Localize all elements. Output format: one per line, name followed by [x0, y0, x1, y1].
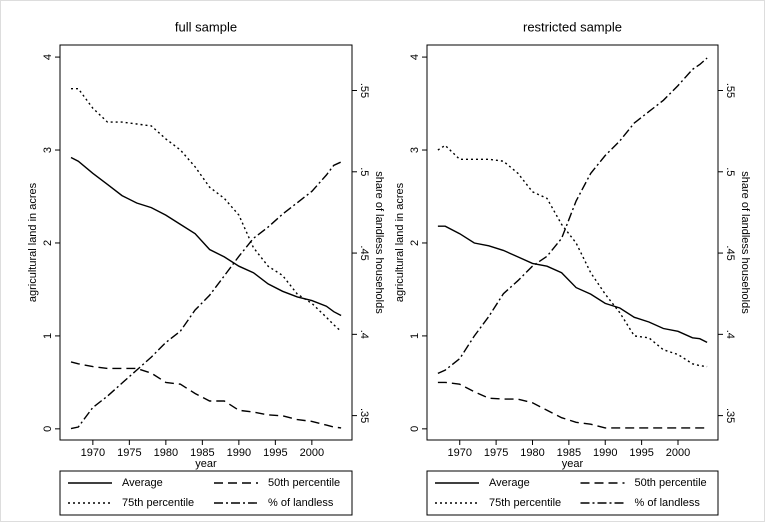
- x-axis-label: year: [195, 458, 217, 470]
- legend-label: 75th percentile: [489, 497, 561, 509]
- chart-title: full sample: [175, 19, 237, 34]
- x-axis-label: year: [562, 458, 584, 470]
- y2-axis-label: share of landless households: [373, 171, 385, 314]
- x-tick-label: 1980: [520, 447, 544, 459]
- y-tick-label: 2: [409, 240, 421, 246]
- y-tick-label: 1: [42, 333, 54, 339]
- y-tick-label: 1: [409, 333, 421, 339]
- y2-tick-label: .4: [358, 330, 370, 339]
- series-line: [437, 381, 708, 429]
- y2-tick-label: .45: [724, 245, 736, 260]
- y-tick-label: 3: [409, 147, 421, 153]
- y-tick-label: 4: [409, 54, 421, 60]
- series-line: [437, 225, 708, 344]
- y2-tick-label: .35: [724, 408, 736, 423]
- legend-label: 50th percentile: [635, 477, 707, 489]
- legend-label: % of landless: [635, 497, 701, 509]
- y2-tick-label: .45: [358, 245, 370, 260]
- x-tick-label: 1995: [263, 447, 287, 459]
- x-tick-label: 1990: [593, 447, 617, 459]
- legend-label: 50th percentile: [268, 477, 340, 489]
- series-line: [71, 88, 342, 332]
- y-tick-label: 3: [42, 147, 54, 153]
- x-tick-label: 1975: [484, 447, 508, 459]
- x-tick-label: 2000: [300, 447, 324, 459]
- y2-axis-label: share of landless households: [739, 171, 751, 314]
- legend-label: Average: [489, 477, 530, 489]
- series-line: [70, 156, 342, 317]
- series-line: [70, 361, 342, 429]
- x-tick-label: 1985: [190, 447, 214, 459]
- y2-tick-label: .55: [724, 83, 736, 98]
- y2-tick-label: .4: [724, 330, 736, 339]
- series-line: [437, 57, 708, 375]
- legend-label: Average: [122, 477, 163, 489]
- x-tick-label: 1970: [81, 447, 105, 459]
- series-line: [70, 161, 342, 430]
- x-tick-label: 1985: [557, 447, 581, 459]
- y2-tick-label: .5: [358, 167, 370, 176]
- y-tick-label: 4: [42, 54, 54, 60]
- x-tick-label: 1980: [154, 447, 178, 459]
- y-tick-label: 0: [409, 426, 421, 432]
- y-axis-label: agricultural land in acres: [27, 182, 39, 302]
- y2-tick-label: .35: [358, 408, 370, 423]
- y-axis-label: agricultural land in acres: [394, 182, 406, 302]
- x-tick-label: 1970: [447, 447, 471, 459]
- x-tick-label: 1990: [227, 447, 251, 459]
- x-tick-label: 2000: [666, 447, 690, 459]
- y-tick-label: 0: [42, 426, 54, 432]
- legend-label: % of landless: [268, 497, 334, 509]
- legend-label: 75th percentile: [122, 497, 194, 509]
- y2-tick-label: .5: [724, 167, 736, 176]
- chart-title: restricted sample: [523, 19, 622, 34]
- legend-box: [426, 470, 719, 516]
- legend-box: [59, 470, 353, 516]
- x-tick-label: 1995: [629, 447, 653, 459]
- y-tick-label: 2: [42, 240, 54, 246]
- x-tick-label: 1975: [117, 447, 141, 459]
- y2-tick-label: .55: [358, 83, 370, 98]
